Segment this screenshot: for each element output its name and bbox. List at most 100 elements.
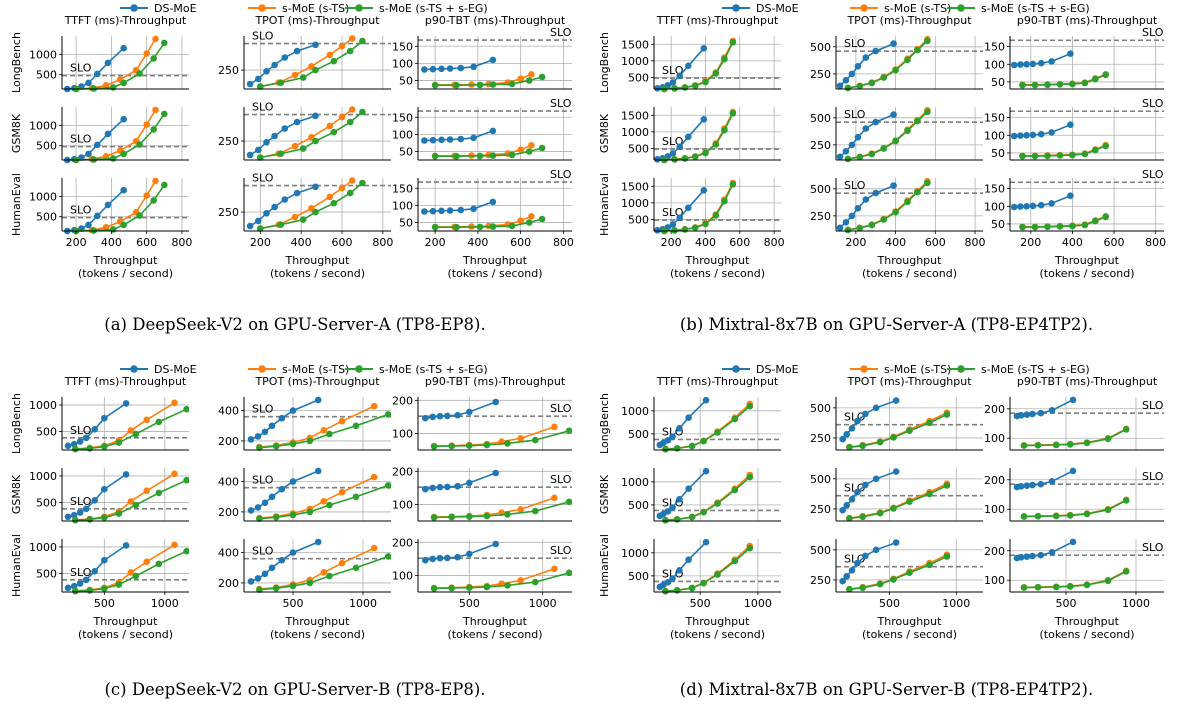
series-point-2 bbox=[700, 437, 707, 445]
y-tick-label: 150 bbox=[984, 112, 1005, 125]
series-point-1 bbox=[551, 565, 558, 573]
series-point-2 bbox=[384, 411, 391, 418]
series-point-2 bbox=[691, 153, 699, 160]
legend-label: DS-MoE bbox=[154, 363, 197, 376]
series-point-0 bbox=[685, 62, 692, 70]
legend-label: s-MoE (s-TS + s-EG) bbox=[379, 2, 488, 15]
x-axis-label-line2: (tokens / second) bbox=[862, 628, 957, 641]
y-tick-label: 150 bbox=[984, 41, 1005, 54]
caption-b: (b) Mixtral-8x7B on GPU-Server-A (TP8-EP… bbox=[679, 315, 1094, 334]
y-tick-label: 200 bbox=[218, 506, 239, 519]
series-point-0 bbox=[64, 442, 72, 450]
series-point-2 bbox=[120, 221, 127, 229]
axes-gsm8k-2: 50 100 150 SLO bbox=[392, 97, 572, 161]
series-point-1 bbox=[338, 417, 346, 425]
series-point-0 bbox=[1017, 203, 1024, 210]
series-point-0 bbox=[254, 75, 262, 83]
series-point-2 bbox=[906, 427, 913, 434]
series-point-0 bbox=[1067, 50, 1074, 57]
legend-entry-0: DS-MoE bbox=[722, 363, 799, 376]
y-tick-label: 1500 bbox=[621, 38, 649, 51]
series-point-2 bbox=[1083, 581, 1091, 589]
series-group bbox=[1010, 121, 1109, 160]
x-tick-label: 600 bbox=[136, 236, 157, 249]
x-tick-label: 400 bbox=[885, 236, 906, 249]
series-point-2 bbox=[926, 490, 933, 498]
series-group bbox=[656, 396, 754, 453]
slo-label: SLO bbox=[70, 62, 92, 75]
y-tick-label: 250 bbox=[218, 135, 239, 148]
x-tick-label: 400 bbox=[1062, 236, 1083, 249]
series-point-2 bbox=[120, 150, 127, 158]
axes-longbench-2: 100 200 SLO bbox=[984, 396, 1164, 451]
row-label: LongBench bbox=[598, 393, 611, 454]
series-point-0 bbox=[446, 207, 454, 214]
series-point-2 bbox=[924, 37, 931, 45]
series-point-0 bbox=[293, 118, 301, 126]
series-point-2 bbox=[183, 476, 189, 484]
series-point-0 bbox=[842, 148, 850, 155]
series-point-0 bbox=[848, 70, 856, 78]
series-point-0 bbox=[862, 481, 869, 489]
series-point-2 bbox=[844, 226, 852, 234]
series-point-2 bbox=[673, 587, 681, 594]
series-point-2 bbox=[183, 547, 189, 555]
x-tick-label: 200 bbox=[250, 236, 271, 249]
series-point-2 bbox=[1052, 583, 1060, 591]
series-point-1 bbox=[370, 544, 378, 552]
series-point-2 bbox=[289, 511, 297, 519]
series-point-2 bbox=[532, 578, 539, 586]
series-point-2 bbox=[1034, 442, 1042, 449]
x-tick-label: 1000 bbox=[529, 597, 557, 610]
series-point-0 bbox=[312, 41, 319, 49]
series-point-0 bbox=[1029, 202, 1037, 210]
row-label: HumanEval bbox=[598, 173, 611, 236]
series-point-2 bbox=[466, 584, 473, 591]
series-point-0 bbox=[444, 554, 451, 562]
series-point-2 bbox=[859, 513, 866, 521]
series-point-0 bbox=[429, 484, 437, 492]
y-tick-label: 200 bbox=[218, 435, 239, 448]
slo-label: SLO bbox=[252, 545, 274, 558]
series-point-2 bbox=[1081, 150, 1089, 158]
slo-label: SLO bbox=[1142, 399, 1164, 412]
series-point-0 bbox=[446, 65, 454, 72]
series-point-1 bbox=[291, 142, 299, 150]
series-point-2 bbox=[136, 70, 143, 77]
series-point-0 bbox=[293, 189, 301, 197]
y-tick-label: 500 bbox=[628, 499, 649, 512]
y-tick-label: 100 bbox=[392, 128, 413, 141]
column-title-1: TPOT (ms)-Throughput bbox=[846, 375, 972, 388]
legend-entry-0: DS-MoE bbox=[120, 2, 197, 15]
series-point-2 bbox=[844, 84, 852, 92]
x-tick-label: 800 bbox=[372, 236, 393, 249]
series-point-2 bbox=[525, 219, 533, 226]
row-label: GSM8K bbox=[598, 474, 611, 514]
x-axis-label-line1: Throughput bbox=[93, 615, 159, 628]
y-tick-label: 250 bbox=[810, 139, 831, 152]
y-tick-label: 100 bbox=[984, 200, 1005, 213]
legend-marker bbox=[130, 4, 138, 12]
series-point-0 bbox=[702, 396, 710, 404]
series-point-0 bbox=[1029, 60, 1037, 68]
series-point-0 bbox=[862, 54, 870, 61]
x-tick-label: 200 bbox=[425, 236, 446, 249]
series-point-0 bbox=[1017, 412, 1025, 419]
series-point-2 bbox=[1102, 213, 1109, 221]
x-tick-label: 200 bbox=[66, 236, 87, 249]
series-point-0 bbox=[1010, 61, 1018, 69]
series-point-0 bbox=[843, 573, 850, 580]
series-point-1 bbox=[152, 177, 159, 185]
y-tick-label: 500 bbox=[36, 425, 57, 438]
series-point-2 bbox=[681, 226, 689, 233]
series-point-1 bbox=[152, 35, 159, 43]
series-point-0 bbox=[836, 153, 844, 161]
series-point-0 bbox=[101, 556, 108, 564]
series-point-0 bbox=[91, 426, 98, 433]
axes-gsm8k-0: 500 1000 SLO GSM8K bbox=[10, 106, 189, 164]
y-tick-label: 50 bbox=[991, 147, 1005, 160]
x-tick-label: 1000 bbox=[942, 597, 970, 610]
series-point-2 bbox=[1066, 512, 1074, 519]
series-point-2 bbox=[489, 152, 497, 159]
